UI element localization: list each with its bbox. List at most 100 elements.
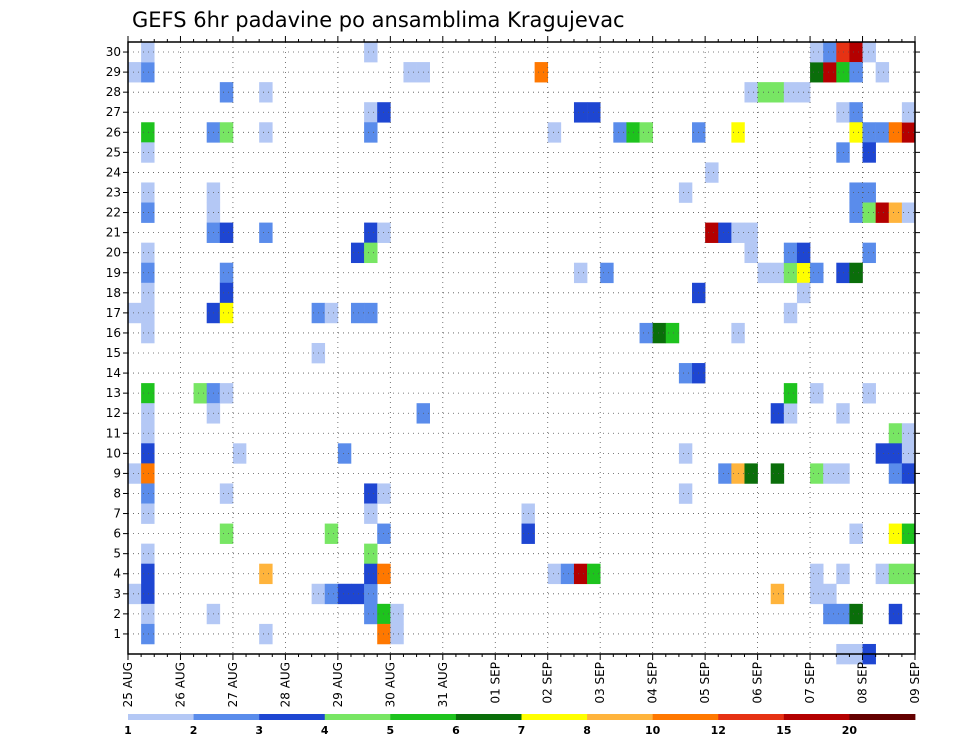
x-tick-label: 30 AUG (383, 662, 397, 707)
precip-cell (219, 523, 234, 544)
precip-cell (364, 543, 378, 565)
precip-cell (141, 262, 155, 284)
x-tick-label: 29 AUG (331, 662, 345, 707)
precip-cell (560, 563, 575, 585)
precip-cell (573, 262, 588, 284)
precip-cell (862, 182, 876, 203)
legend-swatch (128, 714, 194, 720)
precip-cell (823, 463, 837, 484)
x-tick-label: 25 AUG (121, 662, 135, 707)
precip-cell (219, 483, 234, 504)
precip-cell (141, 322, 155, 344)
y-tick-label: 26 (106, 125, 121, 139)
precip-cell (849, 42, 863, 63)
precip-cell (678, 182, 693, 203)
precip-cell (128, 302, 142, 324)
precip-cell (364, 603, 378, 625)
x-tick-label: 09 SEP (908, 662, 922, 704)
precip-cell (849, 262, 863, 284)
x-axis: 25 AUG 26 AUG 27 AUG 28 AUG 29 AUG 30 AUG 31 A… (121, 36, 922, 707)
precip-cell (639, 122, 653, 143)
precip-cell (757, 262, 772, 284)
precip-cell (613, 122, 627, 143)
precip-cell (259, 563, 273, 585)
precip-cell (888, 122, 903, 143)
y-tick-label: 27 (106, 105, 121, 119)
precip-cell (219, 282, 234, 304)
precip-cell (810, 262, 824, 284)
precip-cell (810, 583, 824, 605)
precip-cell (849, 202, 863, 223)
y-tick-label: 8 (113, 486, 121, 500)
legend-label: 7 (518, 724, 526, 737)
y-tick-label: 14 (106, 366, 121, 380)
precip-cell (862, 122, 876, 143)
y-tick-label: 24 (106, 165, 121, 179)
legend-label: 12 (711, 724, 726, 737)
precip-cell (324, 583, 339, 605)
legend-swatch (259, 714, 326, 720)
precip-cell (875, 62, 890, 83)
precip-cell (141, 463, 155, 484)
precip-cell (810, 62, 824, 83)
precip-cell (744, 82, 758, 103)
precip-cell (783, 82, 798, 103)
precip-cell (259, 623, 273, 645)
precip-cell (364, 503, 378, 524)
y-tick-label: 1 (113, 627, 121, 641)
chart-title: GEFS 6hr padavine po ansamblima Kragujev… (132, 8, 625, 32)
precip-cell (364, 122, 378, 143)
y-tick-label: 13 (106, 386, 121, 400)
y-tick-label: 18 (106, 286, 121, 300)
precip-cell (888, 563, 903, 585)
precip-cell (810, 383, 824, 404)
precip-cell (770, 262, 785, 284)
precip-cell (219, 222, 234, 243)
precip-cell (823, 603, 837, 625)
precip-cell (141, 443, 155, 464)
precip-cell (364, 483, 378, 504)
legend-label: 1 (124, 724, 132, 737)
legend-label: 20 (842, 724, 858, 737)
y-tick-label: 21 (106, 226, 121, 240)
precip-cell (783, 242, 798, 264)
y-tick-label: 19 (106, 266, 121, 280)
precip-cell (364, 583, 378, 605)
precip-cell (364, 302, 378, 324)
precip-cell (849, 122, 863, 143)
precip-cell (888, 463, 903, 484)
precip-cell (652, 322, 667, 344)
precip-cell (888, 202, 903, 223)
y-tick-label: 15 (106, 346, 121, 360)
precip-cell (718, 463, 732, 484)
precip-cell (678, 443, 693, 464)
precip-cell (875, 443, 890, 464)
y-tick-label: 3 (113, 587, 121, 601)
precip-cell (141, 563, 155, 585)
precip-cell (823, 42, 837, 63)
x-tick-label: 07 SEP (803, 662, 817, 704)
legend-swatch (521, 714, 588, 720)
x-tick-label: 04 SEP (646, 662, 660, 704)
precip-cell (875, 122, 890, 143)
precip-cell (350, 583, 365, 605)
precip-cell (141, 403, 155, 424)
x-tick-label: 26 AUG (173, 662, 187, 707)
legend-label: 8 (583, 724, 591, 737)
x-tick-label: 06 SEP (751, 662, 765, 704)
precip-cell (862, 242, 876, 264)
precip-cell (849, 102, 863, 123)
legend-label: 2 (190, 724, 198, 737)
precip-cell (219, 82, 234, 103)
precip-cell (141, 423, 155, 444)
y-tick-label: 2 (113, 607, 121, 621)
precip-cell (364, 42, 378, 63)
legend-swatch (455, 714, 522, 720)
precip-cell (390, 603, 404, 625)
precip-cell (141, 182, 155, 203)
y-tick-label: 20 (106, 246, 121, 260)
y-tick-label: 30 (106, 45, 121, 59)
x-tick-label: 03 SEP (593, 662, 607, 704)
legend-label: 10 (645, 724, 661, 737)
precip-cell (678, 363, 693, 384)
